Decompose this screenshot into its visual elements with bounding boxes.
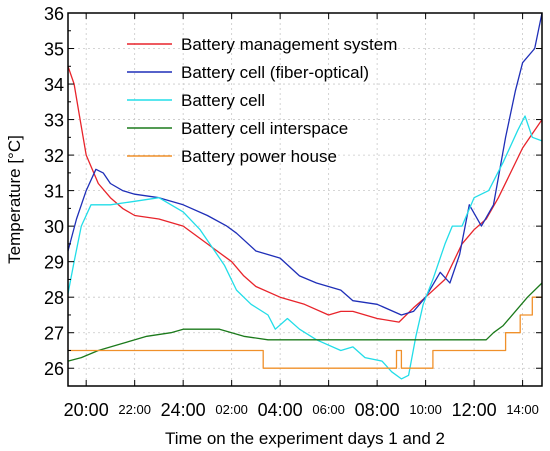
axis-ticks: 26 27 28 29 30 31 32 33 34 35 36 20:00 22:00 24:00 02:… [44,4,542,420]
y-tick-label: 27 [44,324,64,344]
x-tick-label: 02:00 [215,402,248,417]
legend-label-1: Battery management system [181,35,397,54]
legend-label-2: Battery cell (fiber-optical) [181,63,369,82]
series-line-4 [67,282,543,362]
legend-label-5: Battery power house [181,147,337,166]
x-tick-label: 20:00 [64,400,109,420]
y-tick-label: 35 [44,40,64,60]
x-tick-label: 10:00 [409,402,442,417]
legend: Battery management system Battery cell (f… [127,35,397,166]
y-tick-label: 32 [44,146,64,166]
y-tick-label: 33 [44,111,64,131]
x-tick-label: 22:00 [118,402,151,417]
legend-label-4: Battery cell interspace [181,119,348,138]
series-lines [67,12,543,380]
series-line-5 [68,296,542,369]
x-tick-label: 14:00 [506,402,539,417]
x-tick-label: 04:00 [258,400,303,420]
x-tick-label: 06:00 [312,402,345,417]
plot-frame [67,12,543,387]
x-tick-label: 12:00 [452,400,497,420]
y-tick-label: 30 [44,217,64,237]
y-tick-label: 28 [44,288,64,308]
series-line-3 [67,115,543,380]
x-tick-label: 24:00 [161,400,206,420]
series-line-2 [67,12,543,316]
y-tick-label: 36 [44,4,64,24]
y-tick-label: 29 [44,253,64,273]
legend-label-3: Battery cell [181,91,265,110]
x-axis-title: Time on the experiment days 1 and 2 [165,429,445,448]
y-tick-label: 31 [44,182,64,202]
y-tick-label: 26 [44,359,64,379]
y-tick-label: 34 [44,75,64,95]
x-tick-label: 08:00 [355,400,400,420]
y-axis-title: Temperature [°C] [5,135,24,264]
